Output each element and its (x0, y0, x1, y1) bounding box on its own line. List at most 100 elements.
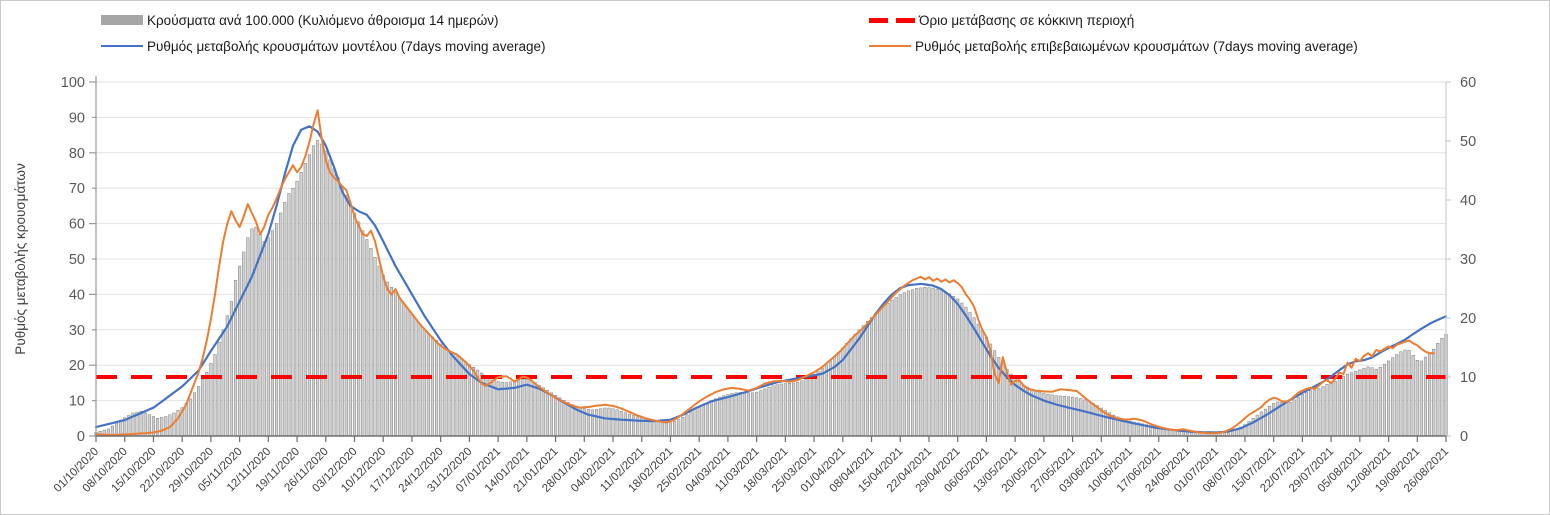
cases-bar (775, 384, 779, 437)
cases-bar (939, 289, 943, 437)
cases-bar (800, 380, 804, 437)
cases-bar (1091, 403, 1095, 437)
cases-bar (525, 379, 529, 437)
cases-bar (1066, 396, 1071, 437)
cases-bar (964, 306, 968, 437)
cases-bar (943, 291, 947, 437)
cases-bar (763, 388, 767, 437)
cases-bar (554, 395, 558, 437)
cases-bar (439, 343, 443, 437)
y-right-tick-label: 20 (1460, 311, 1476, 327)
cases-bar (1321, 386, 1325, 437)
cases-bar (759, 390, 763, 437)
y-right-tick-label: 50 (1460, 134, 1476, 150)
cases-bar (1428, 352, 1432, 437)
orange-line-swatch-icon (869, 45, 911, 47)
cases-bar (402, 303, 406, 437)
cases-bar (1378, 367, 1382, 437)
cases-bar (652, 420, 656, 437)
cases-bar (197, 386, 201, 437)
cases-bar (562, 399, 566, 437)
cases-bar (1374, 368, 1378, 437)
cases-bar (894, 297, 898, 437)
cases-bar (254, 226, 258, 437)
cases-bar (915, 288, 919, 437)
y-left-tick-label: 60 (69, 217, 85, 233)
cases-bar (1079, 398, 1083, 437)
cases-bar (1329, 382, 1333, 437)
cases-bar (1288, 402, 1292, 437)
y-left-tick-label: 80 (69, 146, 85, 162)
cases-bar (1354, 370, 1358, 437)
cases-bar (767, 386, 771, 437)
cases-bar (398, 297, 402, 437)
cases-bar (410, 313, 414, 437)
cases-bar (952, 296, 956, 437)
y-left-tick-label: 50 (69, 252, 85, 268)
cases-bar (947, 293, 952, 437)
cases-bar (365, 239, 369, 437)
cases-bar (960, 302, 964, 437)
cases-bar (340, 186, 344, 437)
chart-legend: Κρούσματα ανά 100.000 (Κυλιόμενο άθροισμ… (1, 1, 1549, 59)
cases-bar (693, 409, 697, 437)
cases-bar (393, 292, 398, 437)
cases-bar (156, 418, 160, 437)
cases-bar (861, 325, 865, 437)
y-left-tick-label: 90 (69, 110, 85, 126)
gray-bar-swatch-icon (101, 15, 143, 25)
cases-bar (685, 414, 689, 437)
cases-bar (1423, 356, 1428, 437)
cases-bar (1050, 394, 1054, 437)
cases-bar (828, 360, 833, 437)
cases-bar (164, 416, 168, 437)
cases-bar (730, 393, 734, 437)
cases-bar (919, 287, 923, 437)
cases-bar (935, 288, 939, 437)
cases-bar (804, 378, 808, 437)
cases-bar (734, 392, 738, 437)
cases-bar (673, 421, 677, 437)
cases-bar (1415, 359, 1419, 437)
cases-bar (558, 397, 562, 437)
cases-bar (976, 323, 980, 437)
cases-bar (1387, 360, 1391, 437)
cases-bar (160, 417, 164, 437)
cases-bar (619, 410, 623, 437)
cases-bar (451, 352, 455, 437)
cases-bar (1304, 391, 1309, 437)
cases-bar (886, 303, 890, 437)
cases-bar (664, 422, 668, 437)
cases-bar (225, 315, 229, 437)
cases-bar (1083, 399, 1087, 437)
y-left-tick-label: 30 (69, 323, 85, 339)
cases-bar (750, 392, 755, 437)
cases-bar (906, 290, 911, 437)
cases-bar (192, 392, 197, 437)
legend-item-threshold: Όριο μετάβασης σε κόκκινη περιοχή (869, 11, 1134, 29)
cases-bar (176, 410, 180, 437)
cases-bar (1345, 373, 1350, 437)
cases-bar (266, 237, 270, 437)
cases-bar (299, 172, 303, 437)
cases-bar (755, 391, 759, 437)
cases-bar (742, 392, 746, 437)
cases-bar (890, 299, 894, 437)
cases-bar (812, 374, 816, 437)
cases-bar (311, 145, 316, 437)
cases-bar (714, 398, 718, 437)
legend-item-model-line: Ρυθμός μεταβολής κρουσμάτων μοντέλου (7d… (101, 37, 546, 55)
cases-bar (931, 287, 935, 437)
cases-bar (590, 409, 595, 437)
cases-bar (1300, 393, 1304, 437)
cases-bar (1259, 411, 1263, 437)
cases-bar (1317, 388, 1321, 437)
cases-bar (849, 338, 853, 437)
cases-bar (1054, 395, 1058, 437)
cases-bar (709, 400, 714, 437)
cases-bar (377, 265, 381, 437)
cases-bar (783, 383, 787, 437)
cases-bar (738, 392, 742, 437)
cases-bar (566, 402, 570, 437)
cases-bar (529, 380, 533, 437)
